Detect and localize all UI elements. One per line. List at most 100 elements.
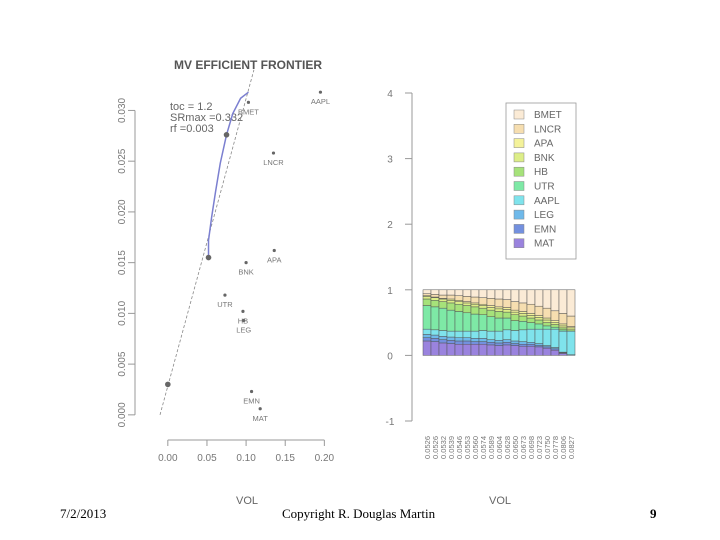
- asset-point: [241, 309, 245, 313]
- legend-swatch: [513, 209, 525, 220]
- weight-segment: [478, 338, 488, 342]
- weights-x-tick-label: 0.0698: [527, 436, 536, 459]
- weight-segment: [494, 298, 504, 308]
- weight-segment: [550, 320, 560, 323]
- weight-segment: [470, 330, 480, 339]
- weight-segment: [446, 294, 456, 300]
- weight-segment: [438, 339, 448, 344]
- weight-segment: [510, 309, 520, 313]
- weight-segment: [518, 345, 528, 356]
- weight-segment: [478, 330, 488, 339]
- frontier-y-tick-label: 0.030: [117, 97, 128, 122]
- weight-segment: [510, 311, 520, 315]
- weights-x-tick-label: 0.0553: [463, 436, 472, 459]
- weight-segment: [494, 308, 504, 312]
- weight-segment: [478, 297, 488, 305]
- weight-segment: [518, 302, 528, 312]
- weights-x-tick-label: 0.0827: [567, 436, 576, 459]
- tangent-line: [159, 69, 255, 415]
- legend-swatch: [513, 195, 525, 206]
- asset-label: LNCR: [263, 158, 284, 167]
- legend-swatch: [513, 124, 525, 134]
- weight-segment: [550, 326, 560, 330]
- weight-segment: [550, 349, 560, 356]
- legend-swatch: [513, 152, 525, 163]
- weight-segment: [566, 289, 576, 317]
- frontier-x-tick-label: 0.20: [315, 453, 335, 464]
- weight-segment: [526, 342, 536, 345]
- weight-segment: [534, 289, 544, 307]
- weight-segment: [430, 334, 440, 339]
- weight-segment: [502, 289, 512, 300]
- weight-segment: [518, 311, 528, 314]
- weight-segment: [478, 305, 488, 309]
- weight-segment: [486, 330, 496, 340]
- weight-segment: [470, 338, 480, 342]
- asset-point: [258, 407, 262, 411]
- legend-swatch: [513, 138, 525, 148]
- weight-segment: [462, 337, 472, 342]
- weight-segment: [510, 301, 520, 311]
- weight-segment: [510, 343, 520, 346]
- weights-x-tick-label: 0.0806: [559, 436, 568, 459]
- frontier-y-tick-label: 0.020: [117, 199, 128, 224]
- weight-segment: [494, 317, 504, 332]
- frontier-marks: AAPLBMETLNCRAPABNKUTRHBLEGEMNMAT: [159, 69, 330, 423]
- weight-segment: [478, 314, 488, 331]
- weight-segment: [430, 306, 440, 331]
- weight-segment: [454, 289, 464, 296]
- weight-segment: [470, 296, 480, 304]
- asset-label: MAT: [253, 414, 269, 423]
- weight-segment: [446, 343, 456, 356]
- legend-label: APA: [534, 139, 554, 150]
- weights-x-tick-label: 0.0673: [519, 436, 528, 459]
- frontier-title: MV EFFICIENT FRONTIER: [174, 58, 322, 72]
- asset-point: [249, 389, 254, 394]
- asset-point: [244, 261, 248, 265]
- weight-segment: [470, 313, 480, 332]
- weight-segment: [550, 328, 560, 348]
- weight-segment: [422, 337, 432, 342]
- weight-segment: [502, 339, 512, 343]
- weight-segment: [542, 328, 552, 346]
- weights-axes: -1 0 1 2 3 4: [386, 89, 413, 428]
- footer-page-number: 9: [650, 506, 657, 521]
- weight-segment: [542, 289, 552, 309]
- weight-segment: [438, 301, 448, 309]
- frontier-y-tick-label: 0.015: [117, 250, 128, 275]
- weight-segment: [438, 289, 448, 296]
- weight-segment: [566, 330, 576, 355]
- weight-segment: [502, 329, 512, 340]
- weights-y-tick-label: -1: [386, 417, 395, 428]
- weights-legend: BMET LNCR APA BNK HB UTR AAPL LEG EMN MAT: [505, 102, 577, 260]
- weight-segment: [518, 315, 528, 322]
- weight-segment: [486, 316, 496, 332]
- weight-segment: [526, 303, 536, 314]
- weight-segment: [534, 343, 544, 346]
- weight-segment: [486, 305, 496, 308]
- weight-segment: [510, 340, 520, 344]
- weight-segment: [518, 313, 528, 317]
- weights-x-tick-label: 0.0526: [423, 436, 432, 459]
- riskfree-point: [165, 381, 171, 388]
- weight-segment: [542, 319, 552, 323]
- weight-segment: [422, 296, 432, 300]
- weight-segment: [518, 289, 528, 304]
- weights-x-tick-label: 0.0723: [535, 436, 544, 459]
- weight-segment: [470, 289, 480, 298]
- weight-segment: [510, 320, 520, 331]
- asset-point: [246, 100, 251, 104]
- weight-segment: [526, 322, 536, 330]
- weight-segment: [446, 330, 456, 338]
- weight-segment: [486, 307, 496, 311]
- weight-segment: [502, 342, 512, 346]
- asset-label: APA: [267, 255, 281, 264]
- weight-segment: [558, 330, 568, 353]
- weight-segment: [470, 341, 480, 345]
- weights-x-tick-label: 0.0526: [431, 436, 440, 459]
- weights-y-tick-label: 0: [387, 351, 393, 362]
- weight-segment: [542, 347, 552, 356]
- weight-segment: [422, 328, 432, 335]
- weights-bars: 0.0526 0.0526 0.0532 0.0539 0.0546 0.0553 0.05…: [422, 289, 576, 459]
- frontier-marker: [205, 254, 212, 261]
